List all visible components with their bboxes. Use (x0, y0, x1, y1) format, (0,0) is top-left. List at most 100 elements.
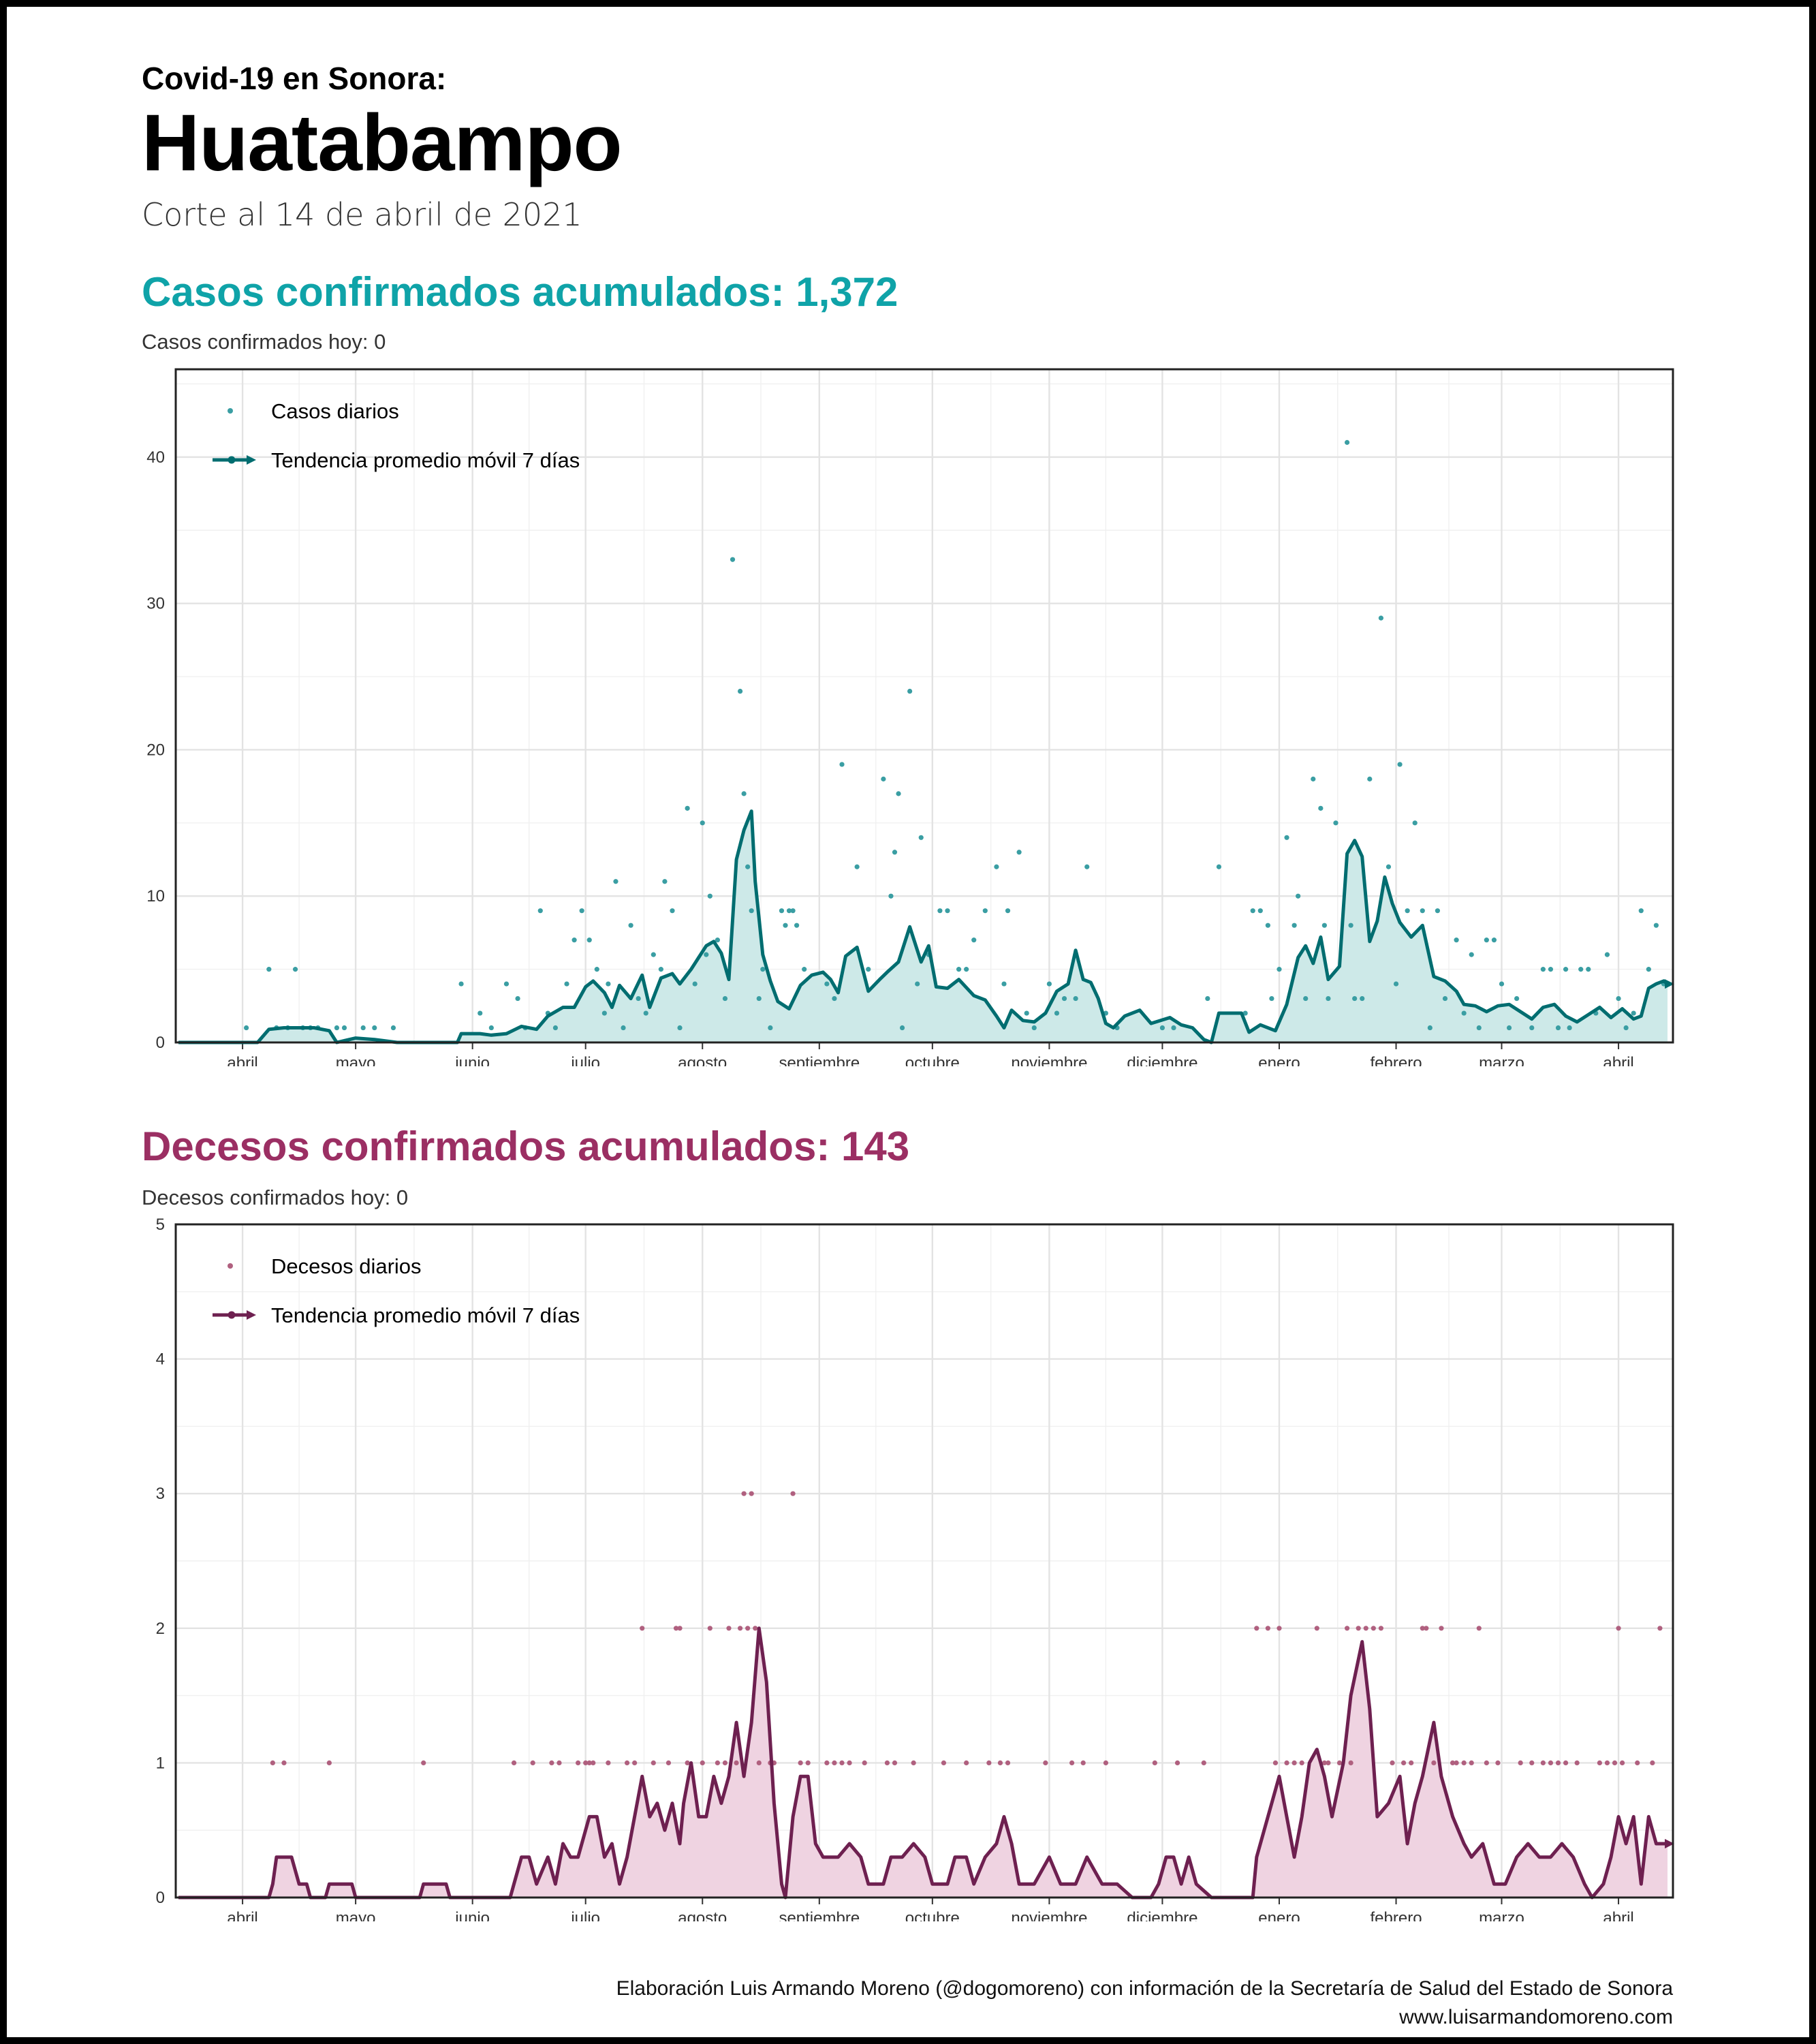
cases-daily-point (1491, 938, 1497, 943)
deaths-legend: Decesos diarios Tendencia promedio móvil … (213, 1254, 580, 1327)
deaths-daily-point (1518, 1760, 1523, 1765)
cases-daily-point (1061, 995, 1067, 1002)
deaths-daily-point (986, 1760, 992, 1765)
cases-daily-point (715, 938, 720, 943)
x-tick-label: diciembre (1127, 1909, 1197, 1921)
x-tick-label: noviembre (1011, 1054, 1087, 1066)
deaths-daily-point (576, 1760, 581, 1765)
cases-daily-point (1378, 615, 1384, 621)
plot-frame (174, 368, 1674, 1044)
cases-daily-point (1386, 864, 1392, 869)
x-tick-label: septiembre (779, 1909, 860, 1921)
cases-daily-point (1265, 923, 1270, 928)
deaths-daily-point (666, 1760, 672, 1765)
cases-daily-point (832, 995, 837, 1002)
deaths-daily-point (557, 1760, 562, 1765)
cases-daily-point (722, 995, 728, 1002)
deaths-daily-point (583, 1760, 589, 1765)
deaths-daily-point (1461, 1760, 1467, 1765)
y-tick-label: 2 (156, 1620, 165, 1638)
footer-credit: Elaboración Luis Armando Moreno (@dogomo… (616, 1977, 1673, 2000)
deaths-daily-point (749, 1491, 754, 1496)
y-tick-label: 40 (146, 448, 165, 467)
cases-chart: 0 10 20 30 40 abril mayo junio julio agosto septie… (146, 368, 1674, 1066)
cases-daily-point (971, 938, 977, 943)
cases-daily-point (1031, 1025, 1037, 1031)
cases-daily-point (1442, 995, 1448, 1002)
cases-daily-point (564, 981, 569, 987)
cases-daily-point (1303, 995, 1309, 1002)
cases-daily-point (1046, 981, 1052, 987)
deaths-daily-point (1201, 1760, 1206, 1765)
cases-daily-point (621, 1025, 626, 1031)
cases-daily-point (1653, 923, 1659, 928)
deaths-daily-point (741, 1491, 747, 1496)
y-tick-label: 0 (156, 1034, 165, 1052)
cases-daily-point (779, 908, 785, 914)
deaths-daily-point (1657, 1626, 1663, 1631)
x-tick-label: febrero (1371, 1909, 1422, 1921)
cases-daily-point (515, 995, 520, 1002)
cases-daily-point (1476, 1025, 1482, 1031)
deaths-trend-arrowhead (1665, 1838, 1674, 1848)
deaths-daily-point (586, 1760, 592, 1765)
deaths-daily-point (847, 1760, 852, 1765)
cases-daily-point (662, 879, 668, 884)
deaths-daily-point (1371, 1626, 1376, 1631)
cases-daily-point (1348, 923, 1353, 928)
deaths-daily-point (549, 1760, 554, 1765)
cases-daily-point (552, 1025, 559, 1031)
cases-daily-point (1540, 967, 1546, 972)
cases-daily-point (1311, 776, 1316, 781)
cases-daily-point (1631, 1010, 1636, 1016)
deaths-daily-point (722, 1760, 728, 1765)
cases-daily-point (658, 967, 663, 972)
deaths-daily-point (1424, 1626, 1429, 1631)
cases-daily-point (794, 923, 800, 928)
deaths-daily-point (624, 1760, 630, 1765)
cases-daily-point (651, 952, 656, 957)
cases-daily-point (786, 908, 792, 914)
cases-daily-point (1461, 1010, 1467, 1016)
cases-daily-point (937, 908, 943, 914)
cases-daily-point (982, 908, 988, 914)
x-tick-label: febrero (1371, 1054, 1422, 1066)
deaths-daily-point (651, 1760, 656, 1765)
cases-daily-point (945, 908, 950, 914)
x-tick-label: diciembre (1127, 1054, 1197, 1066)
deaths-daily-point (1454, 1760, 1459, 1765)
deaths-daily-point (839, 1760, 845, 1765)
cases-daily-point (292, 967, 298, 972)
deaths-daily-point (798, 1760, 803, 1765)
deaths-daily-point (1484, 1760, 1489, 1765)
deaths-headline: Decesos confirmados acumulados: 143 (142, 1124, 910, 1169)
cases-daily-point (888, 893, 894, 899)
deaths-daily-point (1574, 1760, 1580, 1765)
legend-point-swatch (228, 1263, 233, 1269)
deaths-daily-point (1420, 1626, 1425, 1631)
cases-daily-point (1242, 1010, 1248, 1016)
deaths-daily-point (941, 1760, 947, 1765)
deaths-daily-point (1291, 1760, 1297, 1765)
cases-daily-point (1616, 995, 1621, 1002)
cases-daily-point (1427, 1025, 1433, 1031)
cases-daily-point (1360, 995, 1365, 1002)
deaths-daily-point (1174, 1760, 1180, 1765)
cases-daily-point (881, 776, 886, 781)
deaths-daily-point (1635, 1760, 1640, 1765)
y-tick-label: 3 (156, 1485, 165, 1503)
deaths-daily-point (911, 1760, 916, 1765)
cases-daily-point (1529, 1025, 1535, 1031)
cases-daily-point (458, 981, 464, 987)
deaths-daily-point (1356, 1626, 1361, 1631)
cases-daily-point (613, 879, 619, 884)
cases-daily-point (390, 1025, 396, 1031)
deaths-daily-point (1363, 1626, 1368, 1631)
cases-daily-point (1333, 820, 1338, 826)
deaths-daily-point (1439, 1626, 1444, 1631)
cases-daily-point (802, 967, 807, 972)
cases-daily-point (899, 1025, 905, 1031)
deaths-daily-point (1431, 1760, 1437, 1765)
deaths-daily-point (1401, 1760, 1407, 1765)
cases-daily-point (1499, 981, 1505, 987)
